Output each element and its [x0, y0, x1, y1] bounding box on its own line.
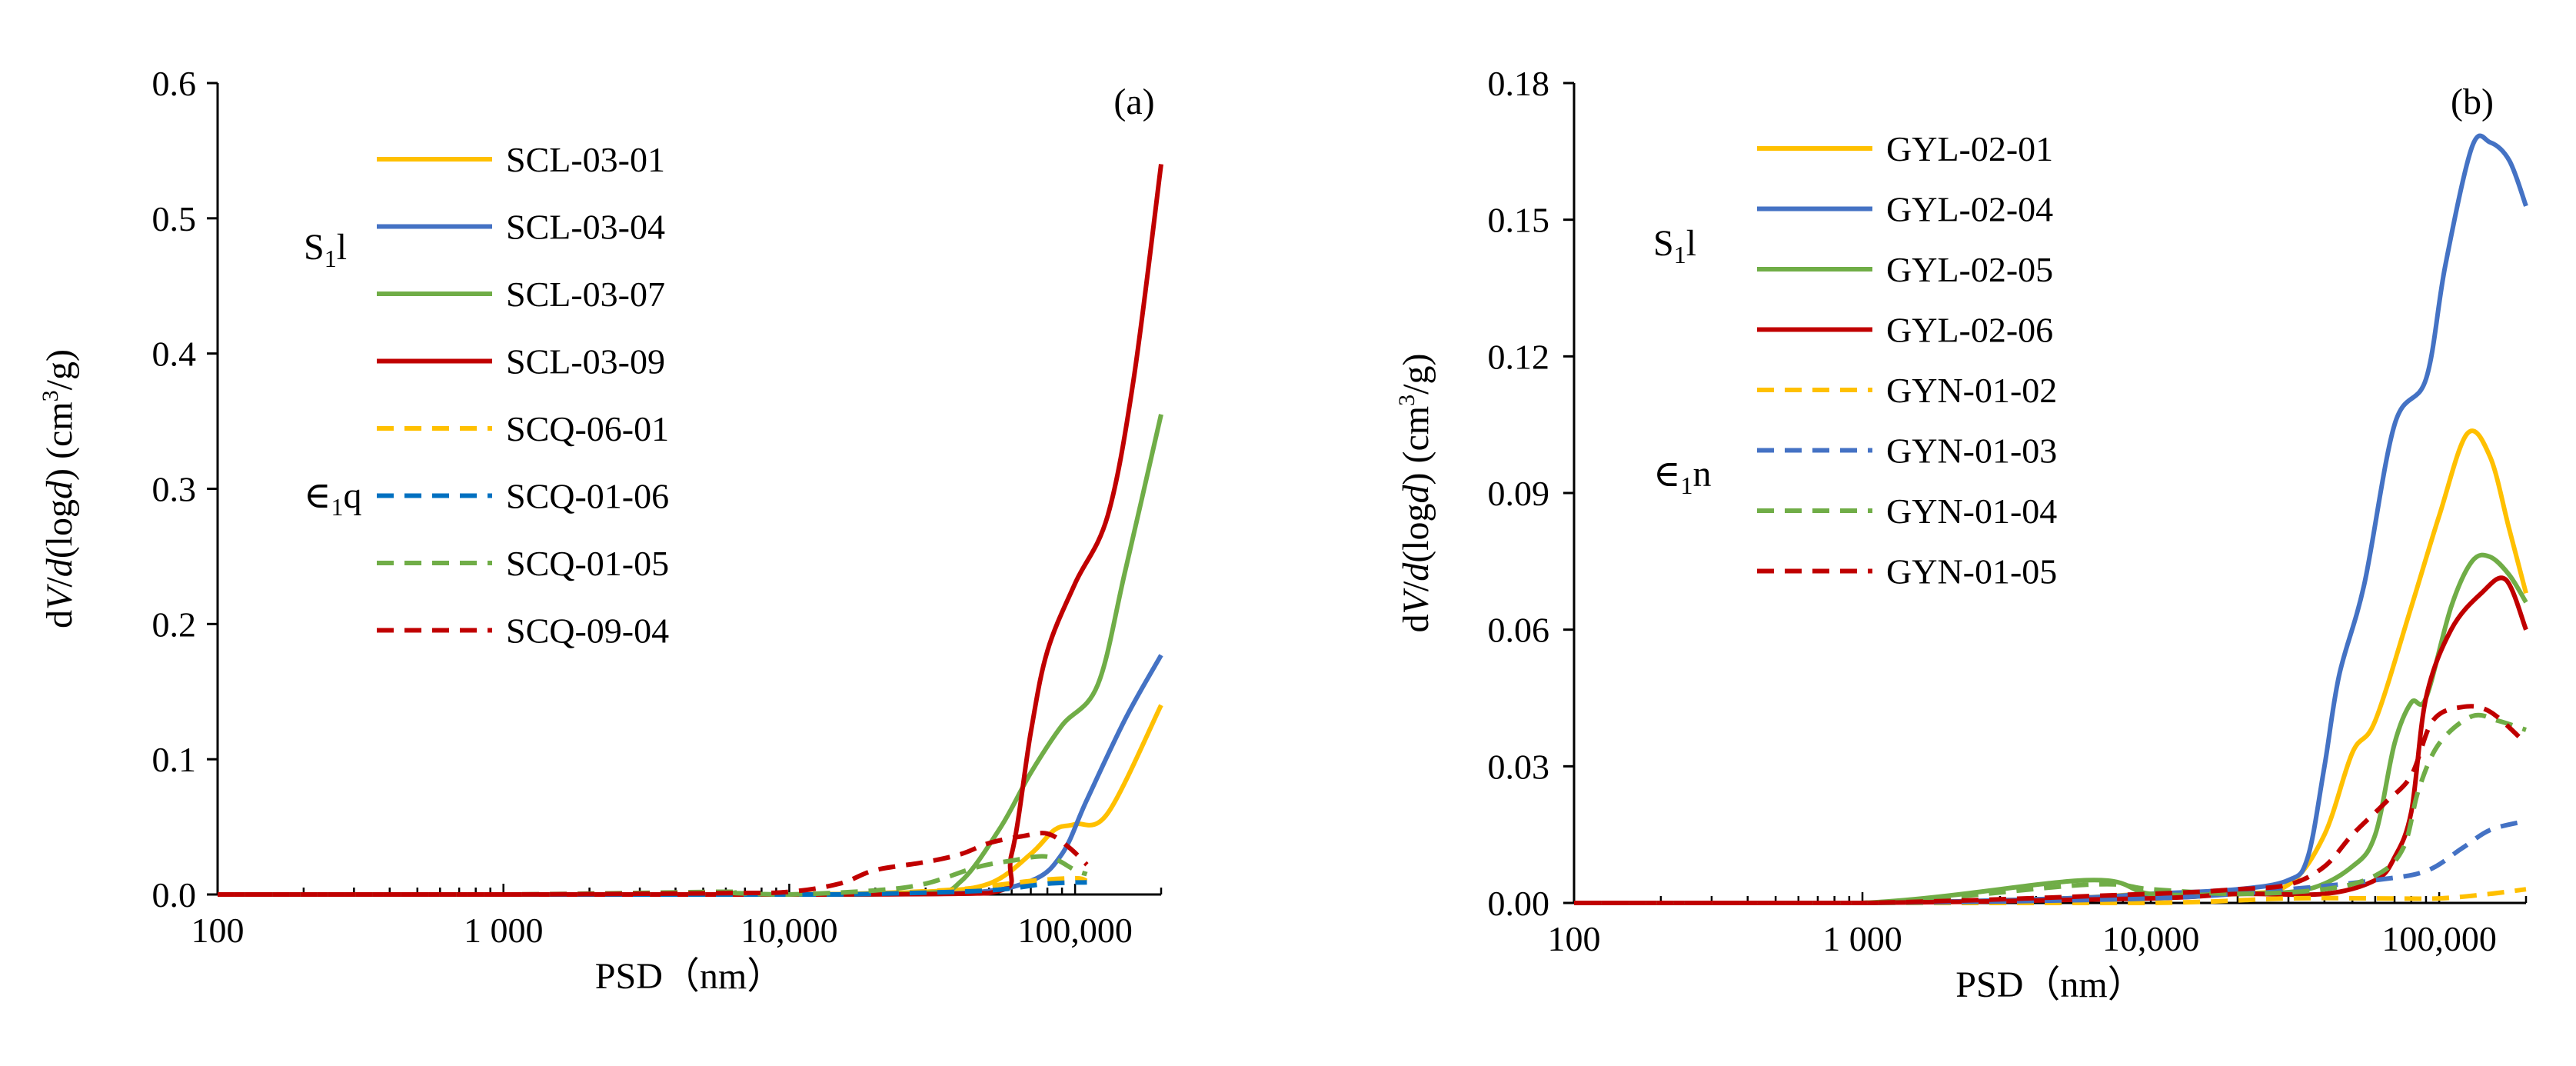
series-line-scl-03-09 [218, 164, 1163, 898]
legend-label: GYL-02-06 [1886, 311, 2053, 350]
x-tick-label: 100,000 [2381, 919, 2497, 958]
legend-label: GYL-02-01 [1886, 129, 2053, 168]
formation-label: ∈1q [304, 475, 362, 521]
legend-label: SCL-03-09 [506, 342, 665, 381]
y-tick-label: 0.03 [1488, 747, 1550, 786]
formation-label: S1l [1653, 223, 1696, 268]
y-tick-label: 0.12 [1488, 337, 1550, 376]
y-tick-label: 0.18 [1488, 64, 1550, 103]
x-axis-title: PSD（nm） [595, 956, 784, 997]
x-axis-title: PSD（nm） [1955, 964, 2144, 1005]
legend-label: GYN-01-05 [1886, 552, 2057, 591]
y-tick-label: 0.5 [152, 199, 197, 238]
x-tick-label: 100 [1548, 919, 1601, 958]
y-tick-label: 0.00 [1488, 884, 1550, 923]
legend-label: SCQ-01-05 [506, 544, 669, 583]
x-tick-label: 100,000 [1017, 911, 1133, 950]
legend-label: SCL-03-01 [506, 140, 665, 179]
y-tick-label: 0.4 [152, 335, 197, 374]
series-line-scq-09-04 [218, 831, 1089, 898]
y-tick-label: 0.06 [1488, 611, 1550, 650]
legend-label: SCL-03-07 [506, 275, 665, 314]
legend-label: GYL-02-04 [1886, 190, 2053, 229]
x-tick-label: 10,000 [741, 911, 838, 950]
series-line-gyn-01-05 [1574, 704, 2528, 906]
legend-label: GYN-01-03 [1886, 431, 2057, 471]
y-axis-title: dV/d(logd) (cm3/g) [38, 349, 80, 628]
y-tick-label: 0.3 [152, 470, 197, 509]
y-tick-label: 0.1 [152, 740, 197, 779]
x-tick-label: 10,000 [2102, 919, 2200, 958]
y-axis-title: dV/d(logd) (cm3/g) [1394, 354, 1436, 633]
series-line-gyl-02-05 [1574, 552, 2528, 906]
legend-label: GYN-01-04 [1886, 491, 2057, 531]
x-tick-label: 1 000 [1822, 919, 1902, 958]
series-line-gyl-02-06 [1574, 575, 2528, 906]
legend-label: GYL-02-05 [1886, 250, 2053, 289]
formation-label: ∈1n [1653, 454, 1712, 499]
x-tick-label: 100 [191, 911, 245, 950]
legend-label: SCL-03-04 [506, 208, 665, 247]
legend-label: SCQ-01-06 [506, 477, 669, 516]
panel-label: (b) [2451, 82, 2494, 122]
panel-b: 0.00 0.03 0.06 0.09 0.12 0.15 0.18 100 1 000 10,0… [1394, 64, 2528, 1005]
series-line-gyn-01-03 [1574, 818, 2527, 906]
formation-label: S1l [304, 227, 347, 272]
legend-label: SCQ-09-04 [506, 611, 669, 651]
x-tick-label: 1 000 [464, 911, 544, 950]
y-tick-label: 0.2 [152, 605, 197, 644]
y-tick-label: 0.15 [1488, 201, 1550, 240]
legend-label: GYN-01-02 [1886, 371, 2057, 410]
panel-a: 0.0 0.1 0.2 0.3 0.4 0.5 0.6 100 1 000 10,000 100,0… [38, 64, 1163, 997]
y-tick-label: 0.09 [1488, 474, 1550, 513]
y-tick-label: 0.0 [152, 875, 197, 914]
panel-label: (a) [1113, 82, 1154, 122]
legend-label: SCQ-06-01 [506, 409, 669, 448]
series-line-gyn-01-04 [1574, 712, 2527, 906]
y-tick-label: 0.6 [152, 64, 197, 103]
